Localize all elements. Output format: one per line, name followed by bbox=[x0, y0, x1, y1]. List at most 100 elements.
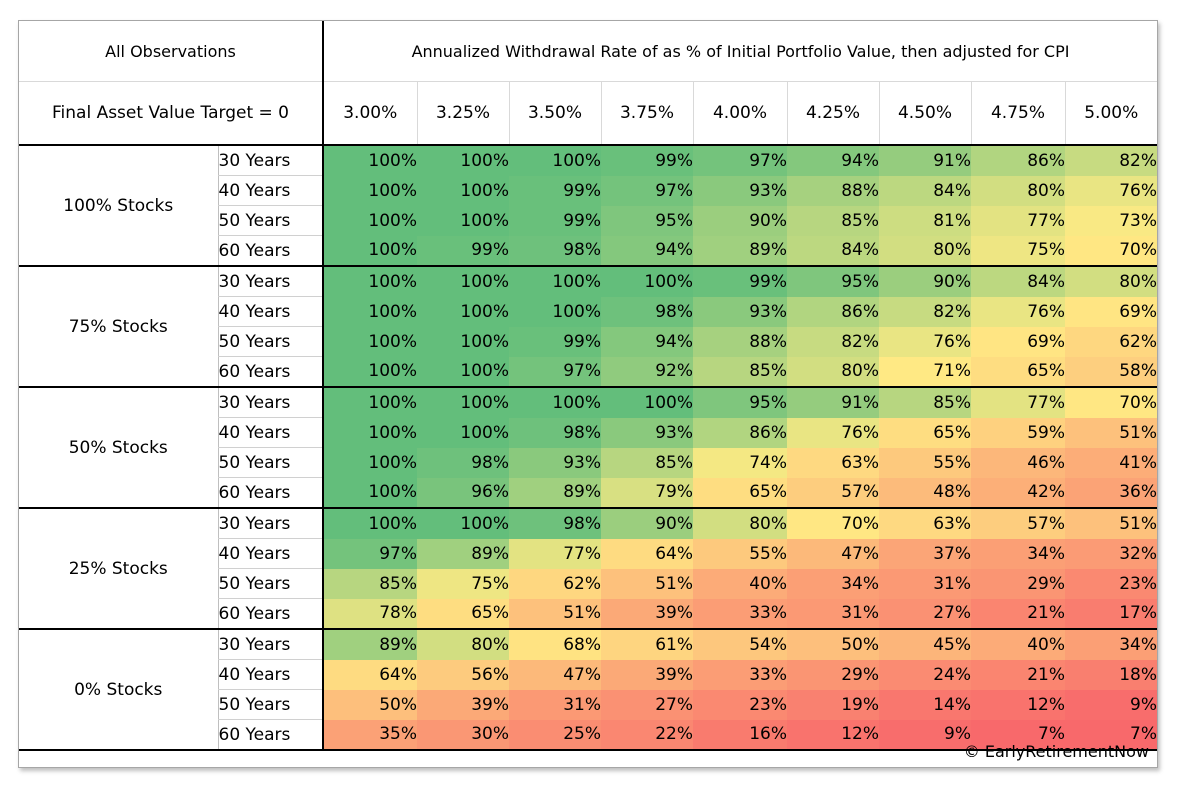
heatmap-cell: 78% bbox=[323, 598, 417, 630]
heatmap-cell: 88% bbox=[787, 175, 879, 206]
heatmap-cell: 7% bbox=[1065, 719, 1157, 751]
heatmap-cell: 48% bbox=[879, 477, 971, 509]
heatmap-cell: 34% bbox=[1065, 629, 1157, 660]
heatmap-cell: 59% bbox=[971, 417, 1065, 448]
heatmap-cell: 86% bbox=[693, 417, 787, 448]
heatmap-cell: 70% bbox=[1065, 235, 1157, 267]
heatmap-cell: 97% bbox=[693, 145, 787, 176]
heatmap-cell: 33% bbox=[693, 659, 787, 690]
heatmap-cell: 42% bbox=[971, 477, 1065, 509]
heatmap-cell: 80% bbox=[971, 175, 1065, 206]
heatmap-cell: 57% bbox=[787, 477, 879, 509]
heatmap-cell: 100% bbox=[417, 326, 509, 357]
heatmap-cell: 95% bbox=[601, 205, 693, 236]
heatmap-cell: 100% bbox=[323, 356, 417, 388]
heatmap-cell: 34% bbox=[787, 568, 879, 599]
heatmap-cell: 19% bbox=[787, 689, 879, 720]
heatmap-cell: 39% bbox=[601, 598, 693, 630]
heatmap-cell: 62% bbox=[509, 568, 601, 599]
heatmap-cell: 31% bbox=[509, 689, 601, 720]
horizon-label: 50 Years bbox=[217, 568, 324, 599]
heatmap-cell: 85% bbox=[787, 205, 879, 236]
heatmap-table: All Observations Annualized Withdrawal R… bbox=[19, 21, 1157, 751]
heatmap-cell: 100% bbox=[323, 205, 417, 236]
allocation-label: 100% Stocks bbox=[19, 145, 218, 267]
table-row: 50% Stocks 30 Years 100% 100% 100% 100% 95% 91%… bbox=[19, 387, 1157, 509]
heatmap-cell: 71% bbox=[879, 356, 971, 388]
heatmap-cell: 85% bbox=[601, 447, 693, 478]
horizon-label: 40 Years bbox=[217, 296, 324, 327]
heatmap-cell: 80% bbox=[787, 356, 879, 388]
horizon-label: 30 Years bbox=[217, 508, 324, 539]
heatmap-cell: 84% bbox=[971, 266, 1065, 297]
heatmap-cell: 21% bbox=[971, 598, 1065, 630]
column-header-rate: 4.75% bbox=[971, 81, 1066, 146]
heatmap-cell: 90% bbox=[693, 205, 787, 236]
heatmap-cell: 100% bbox=[509, 296, 601, 327]
heatmap-cell: 100% bbox=[323, 326, 417, 357]
heatmap-cell: 9% bbox=[1065, 689, 1157, 720]
heatmap-cell: 51% bbox=[601, 568, 693, 599]
heatmap-cell: 100% bbox=[509, 145, 601, 176]
allocation-label: 25% Stocks bbox=[19, 508, 218, 630]
heatmap-cell: 93% bbox=[509, 447, 601, 478]
allocation-label: 75% Stocks bbox=[19, 266, 218, 388]
heatmap-cell: 80% bbox=[693, 508, 787, 539]
heatmap-cell: 77% bbox=[971, 387, 1065, 418]
table-row: 40 Years 97% 89% 77% 64% 55% 47% 37% 34% 32% bbox=[19, 538, 1157, 569]
horizon-label: 40 Years bbox=[217, 659, 324, 690]
heatmap-cell: 16% bbox=[693, 719, 787, 751]
heatmap-cell: 75% bbox=[971, 235, 1065, 267]
column-super-header: Annualized Withdrawal Rate of as % of In… bbox=[323, 21, 1157, 82]
heatmap-cell: 77% bbox=[971, 205, 1065, 236]
heatmap-cell: 65% bbox=[693, 477, 787, 509]
horizon-label: 60 Years bbox=[217, 356, 324, 388]
heatmap-cell: 31% bbox=[787, 598, 879, 630]
heatmap-cell: 100% bbox=[323, 417, 417, 448]
table-row: 40 Years 100% 100% 98% 93% 86% 76% 65% 59% 51% bbox=[19, 417, 1157, 448]
horizon-label: 60 Years bbox=[217, 598, 324, 630]
heatmap-cell: 50% bbox=[787, 629, 879, 660]
heatmap-cell: 50% bbox=[323, 689, 417, 720]
heatmap-cell: 30% bbox=[417, 719, 509, 751]
heatmap-cell: 84% bbox=[787, 235, 879, 267]
heatmap-cell: 100% bbox=[323, 296, 417, 327]
heatmap-cell: 86% bbox=[787, 296, 879, 327]
heatmap-cell: 22% bbox=[601, 719, 693, 751]
heatmap-cell: 85% bbox=[693, 356, 787, 388]
heatmap-cell: 100% bbox=[417, 387, 509, 418]
heatmap-cell: 90% bbox=[601, 508, 693, 539]
heatmap-cell: 89% bbox=[417, 538, 509, 569]
heatmap-cell: 82% bbox=[787, 326, 879, 357]
heatmap-cell: 37% bbox=[879, 538, 971, 569]
table-row: 50 Years 100% 98% 93% 85% 74% 63% 55% 46% 41% bbox=[19, 447, 1157, 478]
heatmap-cell: 14% bbox=[879, 689, 971, 720]
table-row: 0% Stocks 30 Years 89% 80% 68% 61% 54% 50% 45% 40… bbox=[19, 629, 1157, 751]
heatmap-cell: 97% bbox=[323, 538, 417, 569]
heatmap-cell: 47% bbox=[509, 659, 601, 690]
heatmap-cell: 75% bbox=[417, 568, 509, 599]
heatmap-cell: 69% bbox=[971, 326, 1065, 357]
table-row: 100% Stocks 30 Years 100% 100% 100% 99% 97% 94%… bbox=[19, 145, 1157, 267]
table-row: 25% Stocks 30 Years 100% 100% 98% 90% 80% 70% 63… bbox=[19, 508, 1157, 630]
heatmap-cell: 97% bbox=[601, 175, 693, 206]
horizon-label: 50 Years bbox=[217, 205, 324, 236]
heatmap-cell: 97% bbox=[509, 356, 601, 388]
heatmap-cell: 85% bbox=[323, 568, 417, 599]
horizon-label: 60 Years bbox=[217, 477, 324, 509]
heatmap-cell: 64% bbox=[601, 538, 693, 569]
table-row: 60 Years 100% 99% 98% 94% 89% 84% 80% 75% 70% bbox=[19, 235, 1157, 267]
heatmap-cell: 100% bbox=[323, 145, 417, 176]
heatmap-cell: 39% bbox=[601, 659, 693, 690]
heatmap-cell: 98% bbox=[417, 447, 509, 478]
heatmap-cell: 29% bbox=[971, 568, 1065, 599]
heatmap-cell: 94% bbox=[601, 326, 693, 357]
heatmap-cell: 100% bbox=[417, 205, 509, 236]
heatmap-cell: 94% bbox=[787, 145, 879, 176]
heatmap-cell: 25% bbox=[509, 719, 601, 751]
heatmap-cell: 21% bbox=[971, 659, 1065, 690]
heatmap-cell: 65% bbox=[971, 356, 1065, 388]
heatmap-cell: 29% bbox=[787, 659, 879, 690]
heatmap-cell: 84% bbox=[879, 175, 971, 206]
heatmap-cell: 100% bbox=[509, 387, 601, 418]
